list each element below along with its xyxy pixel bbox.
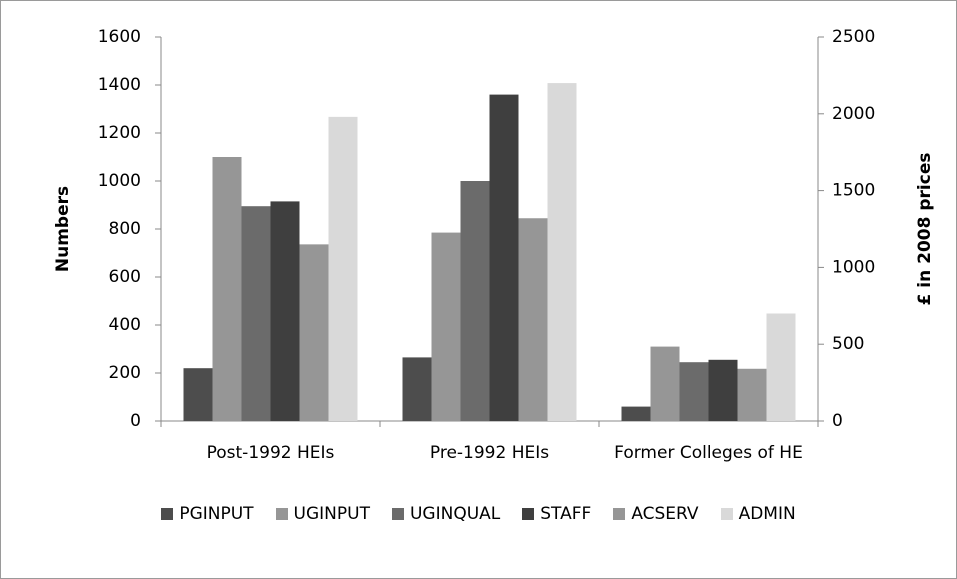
bar (621, 406, 651, 421)
bar (708, 359, 738, 421)
bar (402, 357, 432, 421)
y-tick-label: 600 (109, 267, 141, 287)
legend-label: ACSERV (631, 504, 699, 524)
bar (241, 206, 271, 421)
legend-label: PGINPUT (179, 504, 254, 524)
y2-tick-label: 500 (832, 334, 864, 354)
bar (679, 362, 709, 421)
bar (183, 368, 213, 421)
x-tick-label: Pre-1992 HEIs (429, 443, 550, 463)
y-tick-label: 1000 (98, 171, 141, 191)
legend-swatch (613, 508, 626, 520)
y-tick-label: 800 (109, 219, 141, 239)
bar (299, 244, 329, 421)
y2-axis-title: £ in 2008 prices (915, 153, 935, 306)
legend-label: UGINQUAL (409, 504, 501, 524)
bar (766, 313, 796, 421)
legend-item: UGINQUAL (391, 504, 501, 524)
legend-item: ACSERV (613, 504, 699, 524)
bar (212, 157, 242, 421)
bar (489, 94, 519, 421)
y-tick-label: 1200 (98, 123, 141, 143)
bar (650, 346, 680, 421)
legend-swatch (522, 508, 535, 520)
y-tick-label: 0 (130, 411, 141, 431)
legend-label: ADMIN (738, 504, 796, 524)
legend-label: STAFF (540, 504, 592, 524)
bar (460, 181, 490, 421)
y2-tick-label: 1500 (832, 181, 875, 201)
x-tick-label: Post-1992 HEIs (206, 443, 335, 463)
bar (737, 368, 767, 421)
bar (270, 201, 300, 421)
legend-label: UGINPUT (293, 504, 370, 524)
legend-item: ADMIN (720, 504, 796, 524)
legend-swatch (720, 508, 733, 520)
y-tick-label: 400 (109, 315, 141, 335)
bar (431, 232, 461, 421)
legend-item: PGINPUT (161, 504, 254, 524)
legend-item: UGINPUT (275, 504, 370, 524)
legend-swatch (161, 508, 174, 520)
y-tick-label: 200 (109, 363, 141, 383)
legend-item: STAFF (522, 504, 591, 524)
legend-swatch (391, 508, 404, 520)
y2-tick-label: 1000 (832, 257, 875, 277)
x-tick-label: Former Colleges of HE (614, 443, 803, 463)
legend-swatch (275, 508, 288, 520)
y-tick-label: 1600 (98, 27, 141, 47)
y-tick-label: 1400 (98, 75, 141, 95)
y2-tick-label: 2000 (832, 104, 875, 124)
legend: PGINPUT UGINPUT UGINQUAL STAFF ACSERV ADMIN (1, 504, 956, 524)
y-axis-title: Numbers (53, 186, 73, 272)
bar (547, 83, 577, 421)
y2-tick-label: 0 (832, 411, 843, 431)
bar (518, 218, 548, 421)
bar (328, 116, 358, 421)
y2-tick-label: 2500 (832, 27, 875, 47)
